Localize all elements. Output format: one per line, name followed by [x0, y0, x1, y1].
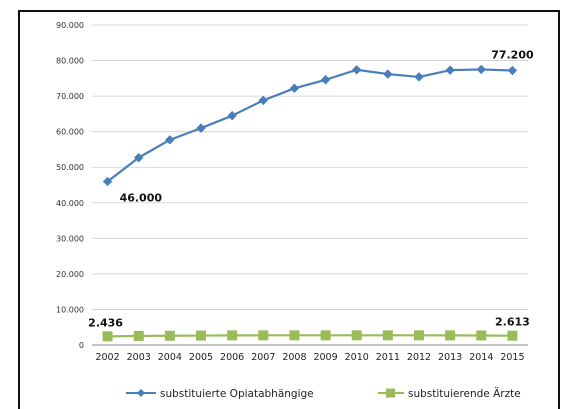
- x-tick-label: 2015: [500, 352, 524, 363]
- chart-frame: [18, 10, 560, 409]
- x-tick-label: 2010: [345, 352, 369, 363]
- x-tick-label: 2013: [438, 352, 462, 363]
- data-point: [134, 152, 144, 163]
- data-point: [196, 330, 206, 341]
- data-point: [258, 95, 268, 106]
- data-point: [383, 69, 393, 79]
- legend-label-0: substituierte Opiatabhängige: [160, 388, 314, 400]
- data-point: [352, 65, 362, 75]
- data-point: [133, 330, 144, 341]
- x-tick-label: 2008: [282, 352, 306, 363]
- y-tick-label: 50.000: [56, 163, 84, 172]
- data-point: [227, 330, 238, 341]
- data-label: 2.613: [495, 316, 530, 329]
- data-point: [445, 65, 455, 75]
- data-point: [227, 110, 237, 121]
- data-point: [382, 330, 393, 341]
- legend-marker-1: [386, 388, 395, 398]
- x-tick-label: 2011: [376, 352, 400, 363]
- data-point: [196, 123, 206, 133]
- data-point: [102, 331, 113, 342]
- x-tick-label: 2012: [407, 352, 431, 363]
- x-tick-label: 2002: [95, 352, 119, 363]
- data-point: [165, 135, 175, 145]
- data-point: [507, 65, 518, 76]
- legend-label-1: substituierende Ärzte: [408, 387, 521, 400]
- data-label: 2.436: [88, 316, 123, 329]
- x-tick-label: 2009: [313, 352, 337, 363]
- x-tick-label: 2003: [127, 352, 151, 363]
- data-point: [445, 330, 456, 341]
- data-point: [320, 75, 331, 85]
- data-point: [476, 64, 486, 75]
- data-point: [476, 330, 487, 341]
- series-line-1: [107, 334, 513, 338]
- data-point: [414, 330, 424, 341]
- x-tick-label: 2014: [469, 352, 493, 363]
- x-tick-label: 2004: [158, 352, 182, 363]
- y-tick-label: 70.000: [56, 92, 84, 101]
- data-point: [320, 330, 331, 341]
- y-tick-label: 90.000: [56, 21, 84, 30]
- x-tick-label: 2005: [189, 352, 213, 363]
- data-point: [507, 330, 518, 341]
- data-point: [289, 330, 300, 341]
- series-line-0: [106, 68, 513, 183]
- y-tick-label: 40.000: [56, 199, 84, 208]
- x-tick-label: 2007: [251, 352, 275, 363]
- x-tick-label: 2006: [220, 352, 244, 363]
- data-label: 77.200: [491, 49, 534, 62]
- data-point: [102, 176, 113, 187]
- y-tick-label: 0: [79, 341, 84, 350]
- y-tick-label: 20.000: [56, 270, 84, 279]
- y-tick-label: 10.000: [56, 305, 84, 314]
- data-point: [164, 330, 175, 341]
- y-tick-label: 30.000: [56, 234, 84, 243]
- legend-marker-0: [137, 389, 145, 397]
- y-tick-label: 60.000: [56, 128, 84, 137]
- data-point: [351, 330, 362, 341]
- data-label: 46.000: [120, 191, 163, 204]
- data-point: [414, 72, 424, 82]
- data-point: [289, 83, 300, 93]
- data-point: [258, 330, 269, 341]
- y-tick-label: 80.000: [56, 57, 84, 66]
